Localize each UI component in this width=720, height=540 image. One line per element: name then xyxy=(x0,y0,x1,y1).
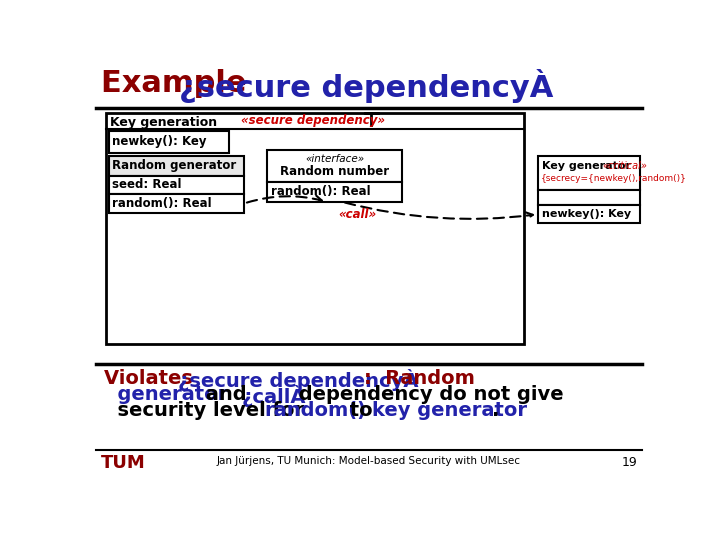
Bar xyxy=(106,112,524,343)
Text: Example: Example xyxy=(101,70,257,98)
Text: ¿callÀ: ¿callÀ xyxy=(242,385,306,407)
Bar xyxy=(109,131,229,153)
Bar xyxy=(538,156,640,190)
Text: 19: 19 xyxy=(621,456,637,469)
Bar xyxy=(266,150,402,182)
Text: ¿secure dependencyÀ: ¿secure dependencyÀ xyxy=(178,369,418,391)
Text: seed: Real: seed: Real xyxy=(112,178,182,191)
Text: ¿secure dependencyÀ: ¿secure dependencyÀ xyxy=(179,70,554,104)
Text: to: to xyxy=(343,401,379,420)
Text: Key generation: Key generation xyxy=(110,116,217,129)
Text: «interface»: «interface» xyxy=(305,154,364,164)
Bar xyxy=(538,190,640,205)
Text: dependency do not give: dependency do not give xyxy=(292,385,563,404)
Text: random(): Real: random(): Real xyxy=(271,185,371,198)
Text: newkey(): Key: newkey(): Key xyxy=(542,209,631,219)
Text: :  Random: : Random xyxy=(364,369,475,388)
Text: random(): random() xyxy=(264,401,366,420)
Text: and: and xyxy=(199,385,254,404)
Bar xyxy=(109,156,244,176)
Text: newkey(): Key: newkey(): Key xyxy=(112,136,207,148)
Text: {secrecy={newkey(),random()}: {secrecy={newkey(),random()} xyxy=(541,174,687,183)
Text: security level for: security level for xyxy=(104,401,311,420)
Text: Jan Jürjens, TU Munich: Model-based Security with UMLsec: Jan Jürjens, TU Munich: Model-based Secu… xyxy=(217,456,521,466)
Text: random(): Real: random(): Real xyxy=(112,197,212,210)
Text: «call»: «call» xyxy=(338,208,377,221)
Bar xyxy=(538,205,640,224)
Text: Key generator: Key generator xyxy=(542,161,631,171)
Text: Violates: Violates xyxy=(104,369,199,388)
Text: TUM: TUM xyxy=(101,455,145,472)
Text: «critical»: «critical» xyxy=(602,161,647,171)
Text: generator: generator xyxy=(104,385,228,404)
Text: «secure dependency»: «secure dependency» xyxy=(241,114,385,127)
Bar xyxy=(109,176,244,194)
Text: Random generator: Random generator xyxy=(112,159,237,172)
Text: .: . xyxy=(492,401,499,420)
Text: key generator: key generator xyxy=(372,401,526,420)
Bar xyxy=(266,182,402,202)
Bar xyxy=(109,194,244,213)
Text: Random number: Random number xyxy=(280,165,389,178)
